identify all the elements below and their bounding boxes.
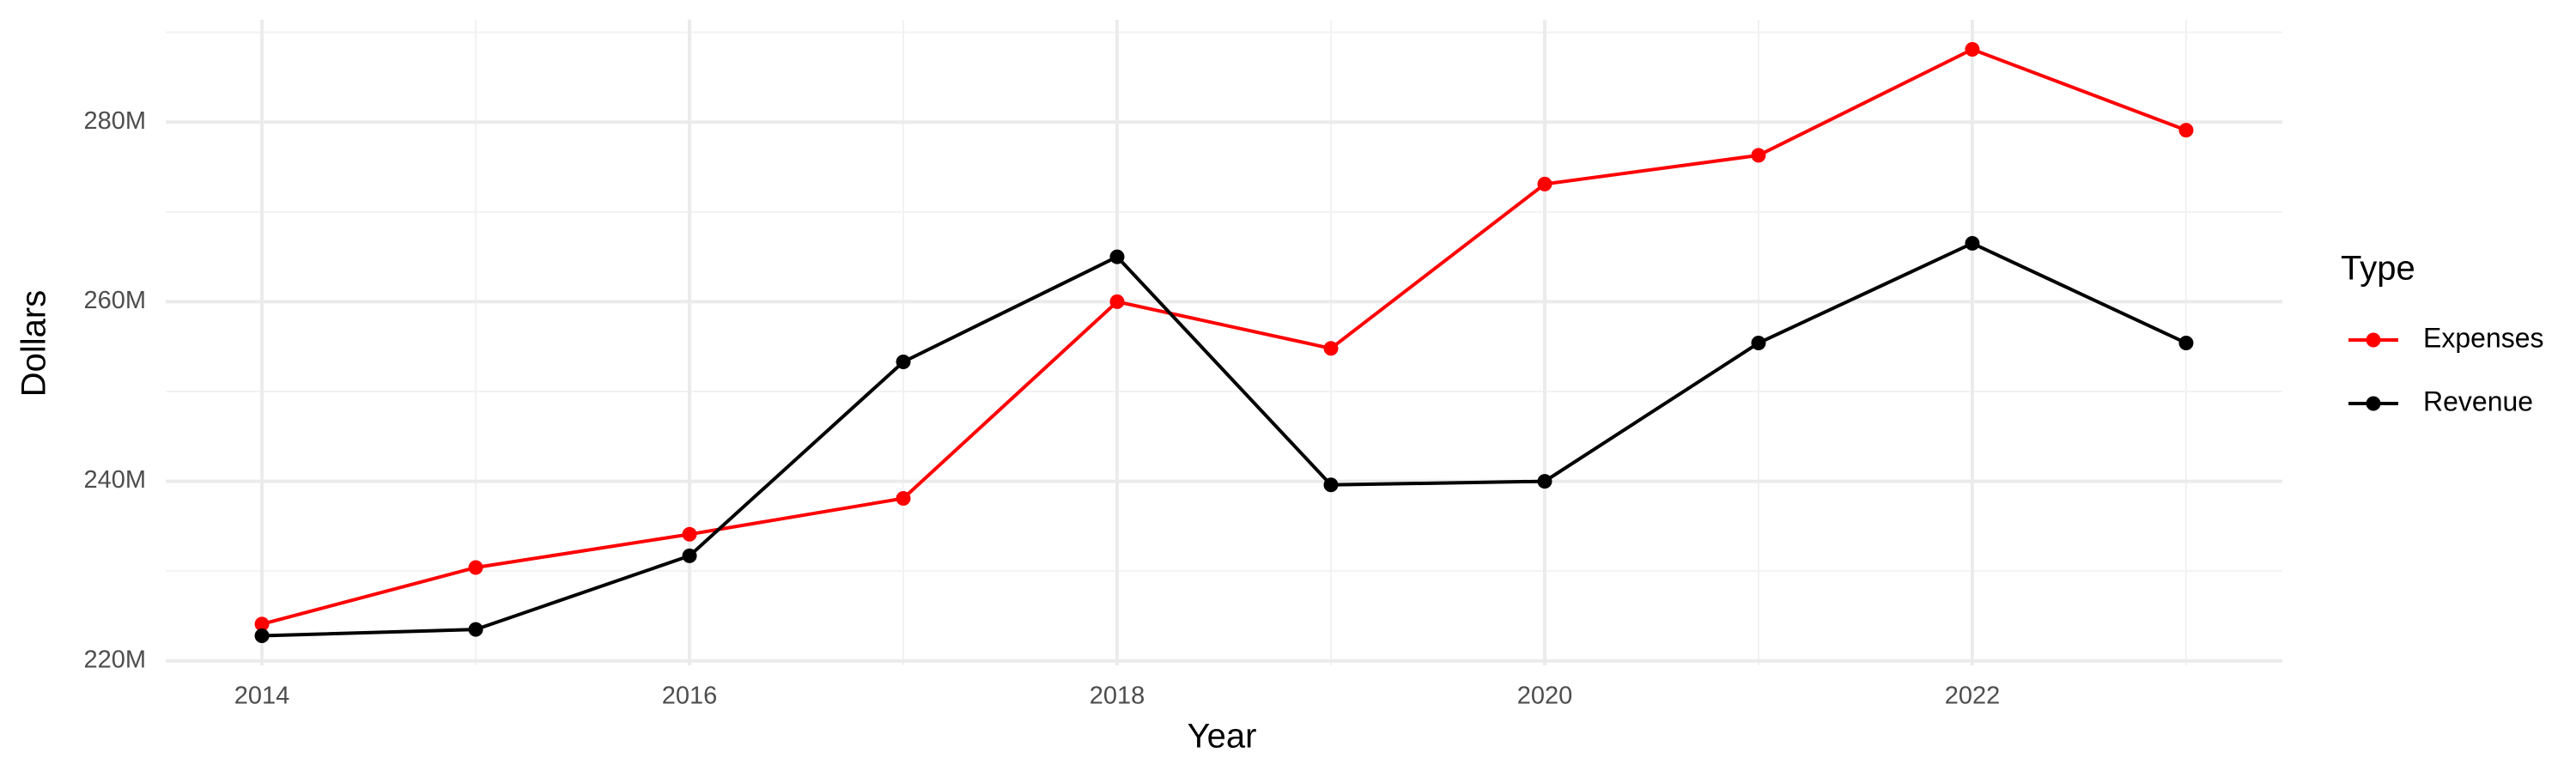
y-tick-label: 260M (83, 287, 146, 314)
point (1751, 336, 1766, 351)
point (896, 354, 911, 369)
point (1323, 341, 1339, 356)
line (261, 241, 2187, 638)
legend-title: Type (2341, 250, 2415, 288)
point (2178, 123, 2194, 138)
point (1965, 235, 1980, 251)
legend-label: Expenses (2423, 322, 2544, 353)
point (682, 526, 697, 542)
y-axis-title: Dollars (15, 290, 53, 397)
line (261, 47, 2187, 626)
point (254, 616, 270, 632)
point (1537, 176, 1552, 191)
point (1109, 294, 1125, 309)
point (1323, 477, 1339, 493)
legend-key-point (2366, 332, 2381, 348)
point (1109, 249, 1125, 264)
point (682, 548, 697, 563)
legend-key-point (2366, 396, 2381, 411)
point (254, 628, 270, 643)
point (2178, 336, 2194, 351)
point (468, 560, 483, 575)
y-tick-label: 240M (83, 466, 146, 494)
point (468, 622, 483, 637)
y-tick-label: 220M (83, 646, 146, 673)
x-tick-label: 2018 (1090, 683, 1145, 710)
legend-label: Revenue (2423, 385, 2533, 416)
point (1537, 474, 1552, 489)
x-tick-label: 2016 (662, 683, 718, 710)
x-tick-label: 2020 (1517, 683, 1573, 710)
x-tick-label: 2014 (234, 683, 290, 710)
x-tick-label: 2022 (1945, 683, 2001, 710)
point (1751, 148, 1766, 163)
x-axis-title: Year (1188, 718, 1257, 756)
point (896, 490, 911, 506)
y-tick-label: 280M (83, 107, 146, 135)
point (1965, 42, 1980, 58)
